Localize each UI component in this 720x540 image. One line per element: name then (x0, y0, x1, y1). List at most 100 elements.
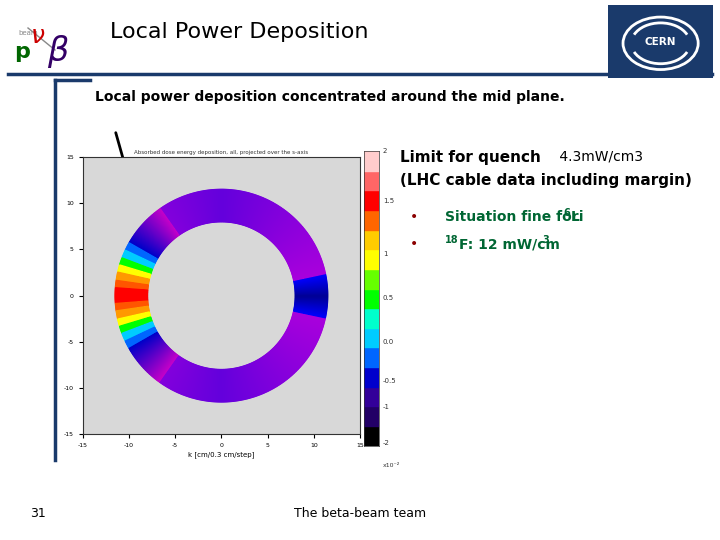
Wedge shape (261, 205, 279, 233)
Wedge shape (283, 237, 310, 255)
Wedge shape (218, 369, 220, 402)
Wedge shape (123, 254, 153, 267)
Wedge shape (116, 280, 148, 286)
Wedge shape (204, 191, 210, 222)
Wedge shape (222, 369, 224, 402)
Wedge shape (245, 195, 256, 226)
Wedge shape (158, 355, 179, 382)
Wedge shape (147, 219, 170, 243)
Wedge shape (294, 307, 326, 312)
Wedge shape (124, 325, 154, 339)
Wedge shape (266, 211, 287, 238)
Wedge shape (118, 313, 150, 322)
Wedge shape (289, 325, 319, 338)
Wedge shape (116, 305, 148, 310)
Wedge shape (271, 349, 294, 374)
Wedge shape (289, 252, 319, 266)
Text: •: • (410, 210, 418, 224)
Wedge shape (207, 190, 212, 222)
Wedge shape (146, 348, 169, 371)
Wedge shape (183, 364, 195, 395)
Wedge shape (264, 356, 283, 383)
Wedge shape (115, 286, 148, 289)
Wedge shape (166, 359, 184, 387)
Wedge shape (248, 364, 261, 395)
Wedge shape (236, 368, 243, 400)
Wedge shape (276, 225, 302, 247)
Wedge shape (171, 201, 187, 231)
Wedge shape (289, 326, 318, 341)
Wedge shape (284, 239, 312, 257)
Wedge shape (125, 327, 155, 341)
Wedge shape (207, 369, 212, 401)
Wedge shape (135, 339, 161, 358)
Wedge shape (134, 234, 161, 253)
Wedge shape (115, 296, 148, 297)
Wedge shape (144, 346, 168, 369)
Wedge shape (142, 345, 167, 367)
Wedge shape (115, 298, 148, 300)
Bar (364, 406, 379, 426)
Wedge shape (119, 266, 150, 275)
Wedge shape (254, 200, 269, 230)
Wedge shape (115, 300, 148, 303)
Wedge shape (115, 296, 148, 298)
Wedge shape (210, 190, 214, 222)
Wedge shape (117, 272, 149, 280)
Wedge shape (258, 204, 275, 232)
Wedge shape (287, 330, 315, 346)
Wedge shape (224, 190, 226, 222)
Wedge shape (115, 294, 148, 295)
Wedge shape (292, 315, 324, 324)
Wedge shape (193, 193, 202, 225)
Wedge shape (294, 278, 326, 284)
Wedge shape (122, 258, 153, 270)
Wedge shape (214, 190, 217, 222)
Wedge shape (125, 251, 154, 265)
Wedge shape (132, 336, 160, 355)
Wedge shape (152, 352, 174, 377)
Wedge shape (172, 201, 188, 230)
Wedge shape (115, 292, 148, 294)
Wedge shape (125, 326, 154, 340)
Wedge shape (294, 305, 327, 310)
Wedge shape (212, 190, 215, 222)
Wedge shape (138, 341, 163, 361)
Wedge shape (249, 197, 262, 227)
Wedge shape (238, 192, 247, 224)
Wedge shape (273, 348, 296, 372)
Wedge shape (284, 334, 312, 351)
Wedge shape (235, 368, 241, 400)
Wedge shape (209, 369, 214, 401)
Wedge shape (123, 323, 153, 337)
Wedge shape (142, 345, 166, 367)
Wedge shape (224, 369, 226, 402)
Wedge shape (115, 297, 148, 299)
Wedge shape (117, 273, 149, 281)
Wedge shape (118, 313, 150, 321)
Wedge shape (134, 338, 161, 356)
Wedge shape (130, 334, 158, 352)
Wedge shape (230, 190, 234, 222)
Wedge shape (271, 217, 294, 241)
Wedge shape (292, 318, 323, 328)
Wedge shape (294, 309, 326, 316)
Wedge shape (267, 212, 288, 238)
Wedge shape (256, 361, 272, 389)
Wedge shape (117, 309, 149, 316)
Wedge shape (248, 197, 260, 227)
Wedge shape (119, 268, 150, 277)
Wedge shape (213, 190, 216, 222)
Wedge shape (280, 340, 306, 360)
Wedge shape (279, 342, 304, 363)
Wedge shape (241, 367, 251, 398)
Wedge shape (129, 333, 158, 349)
Wedge shape (192, 193, 202, 225)
Wedge shape (135, 339, 162, 359)
Bar (364, 387, 379, 406)
Wedge shape (124, 253, 154, 266)
Wedge shape (121, 260, 152, 271)
Wedge shape (292, 266, 324, 276)
Wedge shape (295, 298, 328, 300)
Text: p: p (14, 42, 30, 62)
